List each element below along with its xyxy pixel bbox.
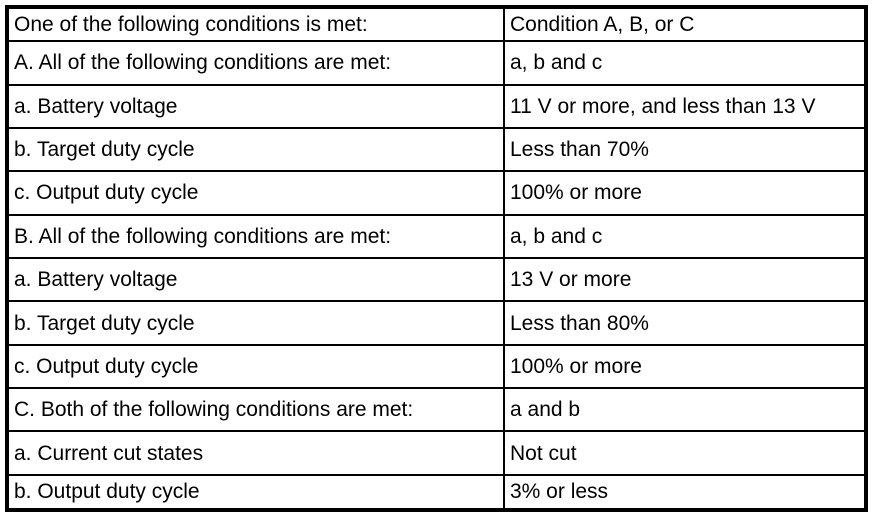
condition-cell: a. Battery voltage xyxy=(6,83,505,129)
table-row: c. Output duty cycle 100% or more xyxy=(6,170,867,216)
value-cell: Not cut xyxy=(503,430,867,476)
table-row: B. All of the following conditions are m… xyxy=(6,213,867,259)
value-cell: Condition A, B, or C xyxy=(503,5,867,43)
value-cell: Less than 70% xyxy=(503,126,867,173)
condition-cell: A. All of the following conditions are m… xyxy=(6,40,505,86)
table-row: A. All of the following conditions are m… xyxy=(6,40,867,86)
table-row: b. Output duty cycle 3% or less xyxy=(6,473,867,512)
condition-cell: C. Both of the following conditions are … xyxy=(6,387,505,433)
value-cell: 13 V or more xyxy=(503,256,867,303)
value-cell: a, b and c xyxy=(503,40,867,86)
table-row: b. Target duty cycle Less than 70% xyxy=(6,126,867,173)
value-cell: 11 V or more, and less than 13 V xyxy=(503,83,867,129)
conditions-table-body: One of the following conditions is met: … xyxy=(6,5,867,512)
condition-cell: a. Current cut states xyxy=(6,430,505,476)
value-cell: 3% or less xyxy=(503,473,867,512)
table-row: b. Target duty cycle Less than 80% xyxy=(6,300,867,346)
condition-cell: B. All of the following conditions are m… xyxy=(6,213,505,259)
value-cell: a, b and c xyxy=(503,213,867,259)
table-row: c. Output duty cycle 100% or more xyxy=(6,343,867,390)
condition-cell: a. Battery voltage xyxy=(6,256,505,303)
value-cell: Less than 80% xyxy=(503,300,867,346)
conditions-table: One of the following conditions is met: … xyxy=(5,5,868,512)
condition-cell: b. Target duty cycle xyxy=(6,126,505,173)
condition-cell: b. Output duty cycle xyxy=(6,473,505,512)
condition-cell: b. Target duty cycle xyxy=(6,300,505,346)
table-row: a. Battery voltage 13 V or more xyxy=(6,256,867,303)
table-row: One of the following conditions is met: … xyxy=(6,5,867,43)
condition-cell: c. Output duty cycle xyxy=(6,170,505,216)
condition-cell: c. Output duty cycle xyxy=(6,343,505,390)
value-cell: 100% or more xyxy=(503,170,867,216)
table-row: a. Battery voltage 11 V or more, and les… xyxy=(6,83,867,129)
condition-cell: One of the following conditions is met: xyxy=(6,5,505,43)
table-row: C. Both of the following conditions are … xyxy=(6,387,867,433)
value-cell: a and b xyxy=(503,387,867,433)
value-cell: 100% or more xyxy=(503,343,867,390)
table-row: a. Current cut states Not cut xyxy=(6,430,867,476)
